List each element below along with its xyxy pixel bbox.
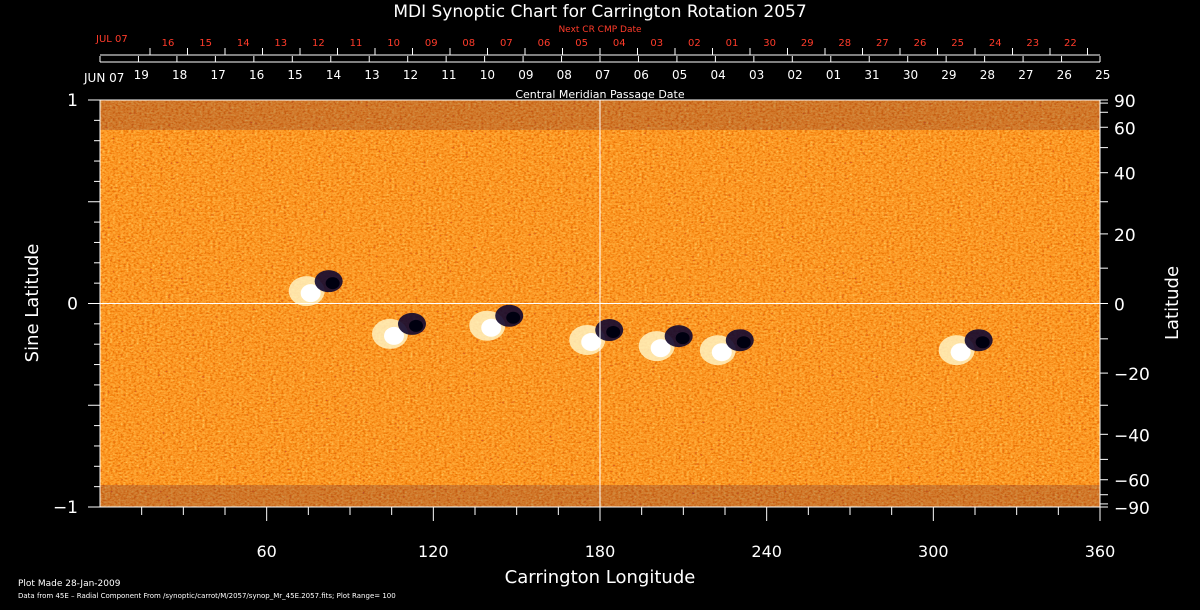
cmp-date-label: 17	[211, 68, 226, 82]
cmp-date-label: 08	[557, 68, 572, 82]
cmp-date-label: 31	[864, 68, 879, 82]
cmp-date-label: 29	[941, 68, 956, 82]
next-cr-date-label: 23	[1026, 38, 1039, 49]
next-month-label: JUL 07	[95, 34, 128, 45]
y-axis-label-left: Sine Latitude	[22, 244, 43, 363]
cmp-date-label: 10	[480, 68, 495, 82]
active-region	[638, 325, 693, 362]
cmp-date-label: 28	[980, 68, 995, 82]
next-cr-date-label: 27	[876, 38, 889, 49]
cmp-date-label: 25	[1095, 68, 1110, 82]
footer-data-source: Data from 45E – Radial Component From /s…	[18, 592, 396, 600]
next-cr-date-label: 08	[462, 38, 475, 49]
next-cr-date-label: 02	[688, 38, 701, 49]
next-cr-date-label: 03	[650, 38, 663, 49]
cmp-date-label: 03	[749, 68, 764, 82]
y-tick-label-sine: 0	[67, 295, 78, 315]
x-tick-label: 60	[256, 542, 276, 561]
next-cr-date-label: 29	[801, 38, 814, 49]
cmp-date-label: 18	[172, 68, 187, 82]
active-region	[569, 319, 624, 356]
cmp-date-label: 07	[595, 68, 610, 82]
y-axis-label-right: Latitude	[1162, 266, 1183, 340]
cmp-date-label: 30	[903, 68, 918, 82]
x-axis-label: Carrington Longitude	[505, 567, 696, 588]
top-month-label: JUN 07	[83, 71, 124, 85]
cmp-date-label: 11	[441, 68, 456, 82]
cmp-date-label: 14	[326, 68, 341, 82]
cmp-label: Central Meridian Passage Date	[515, 88, 684, 101]
y-tick-label-sine: 1	[67, 91, 78, 111]
next-cr-date-label: 10	[387, 38, 400, 49]
next-cr-date-label: 28	[838, 38, 851, 49]
active-region	[699, 329, 754, 366]
next-cr-date-label: 13	[274, 38, 287, 49]
x-tick-label: 180	[585, 542, 616, 561]
next-cr-date-label: 07	[500, 38, 513, 49]
cmp-date-label: 15	[287, 68, 302, 82]
next-cr-date-label: 12	[312, 38, 325, 49]
next-cr-date-label: 26	[914, 38, 927, 49]
cmp-date-axis: JUN 07 19 18 17 16 15 14 13 12 11 10 09 08 07 06 05 04 0…	[83, 56, 1110, 85]
cmp-date-label: 09	[518, 68, 533, 82]
active-region	[469, 304, 524, 341]
cmp-date-label: 04	[711, 68, 726, 82]
cmp-date-label: 19	[134, 68, 149, 82]
next-cr-date-label: 09	[425, 38, 438, 49]
footer-plot-made: Plot Made 28-Jan-2009	[18, 579, 121, 589]
active-region	[288, 270, 343, 307]
next-cr-label: Next CR CMP Date	[558, 25, 642, 35]
chart-title: MDI Synoptic Chart for Carrington Rotati…	[393, 2, 806, 22]
y-tick-label-latitude: −60	[1114, 472, 1150, 492]
cmp-date-label: 01	[826, 68, 841, 82]
y-tick-label-sine: −1	[53, 498, 78, 518]
cmp-date-label: 05	[672, 68, 687, 82]
y-tick-label-latitude: 90	[1114, 92, 1136, 112]
axis-ticks: 60 120 180 240 300 360 −1 0 1 −90 −60 −40 −20 0 20 40 60…	[53, 91, 1150, 561]
next-cr-date-label: 30	[763, 38, 776, 49]
x-tick-label: 120	[418, 542, 449, 561]
y-tick-label-latitude: 60	[1114, 119, 1136, 139]
cmp-date-label: 27	[1018, 68, 1033, 82]
next-cr-date-label: 06	[538, 38, 551, 49]
next-cr-date-label: 24	[989, 38, 1002, 49]
x-tick-label: 300	[918, 542, 949, 561]
next-cr-date-label: 04	[613, 38, 626, 49]
cmp-date-label: 02	[787, 68, 802, 82]
cmp-date-label: 16	[249, 68, 264, 82]
next-cr-date-axis: JUL 07 16 15 14 13 12 11 10 09 08 07 06 05 04 03 02 01 3…	[95, 34, 1100, 56]
x-tick-label: 240	[751, 542, 782, 561]
next-cr-date-label: 25	[951, 38, 964, 49]
next-cr-date-label: 05	[575, 38, 588, 49]
cmp-date-label: 12	[403, 68, 418, 82]
y-tick-label-latitude: 40	[1114, 165, 1136, 185]
cmp-date-label: 13	[364, 68, 379, 82]
next-cr-date-label: 15	[199, 38, 212, 49]
y-tick-label-latitude: −90	[1114, 499, 1150, 519]
next-cr-date-label: 11	[350, 38, 363, 49]
next-cr-date-label: 16	[162, 38, 175, 49]
next-cr-date-label: 01	[726, 38, 739, 49]
y-tick-label-latitude: 0	[1114, 296, 1125, 316]
next-cr-date-label: 22	[1064, 38, 1077, 49]
next-cr-date-label: 14	[237, 38, 250, 49]
active-region	[938, 329, 993, 366]
y-tick-label-latitude: 20	[1114, 226, 1136, 246]
cmp-date-label: 26	[1057, 68, 1072, 82]
active-region	[372, 312, 426, 349]
y-tick-label-latitude: −40	[1114, 426, 1150, 446]
cmp-date-label: 06	[634, 68, 649, 82]
x-tick-label: 360	[1085, 542, 1116, 561]
y-tick-label-latitude: −20	[1114, 365, 1150, 385]
